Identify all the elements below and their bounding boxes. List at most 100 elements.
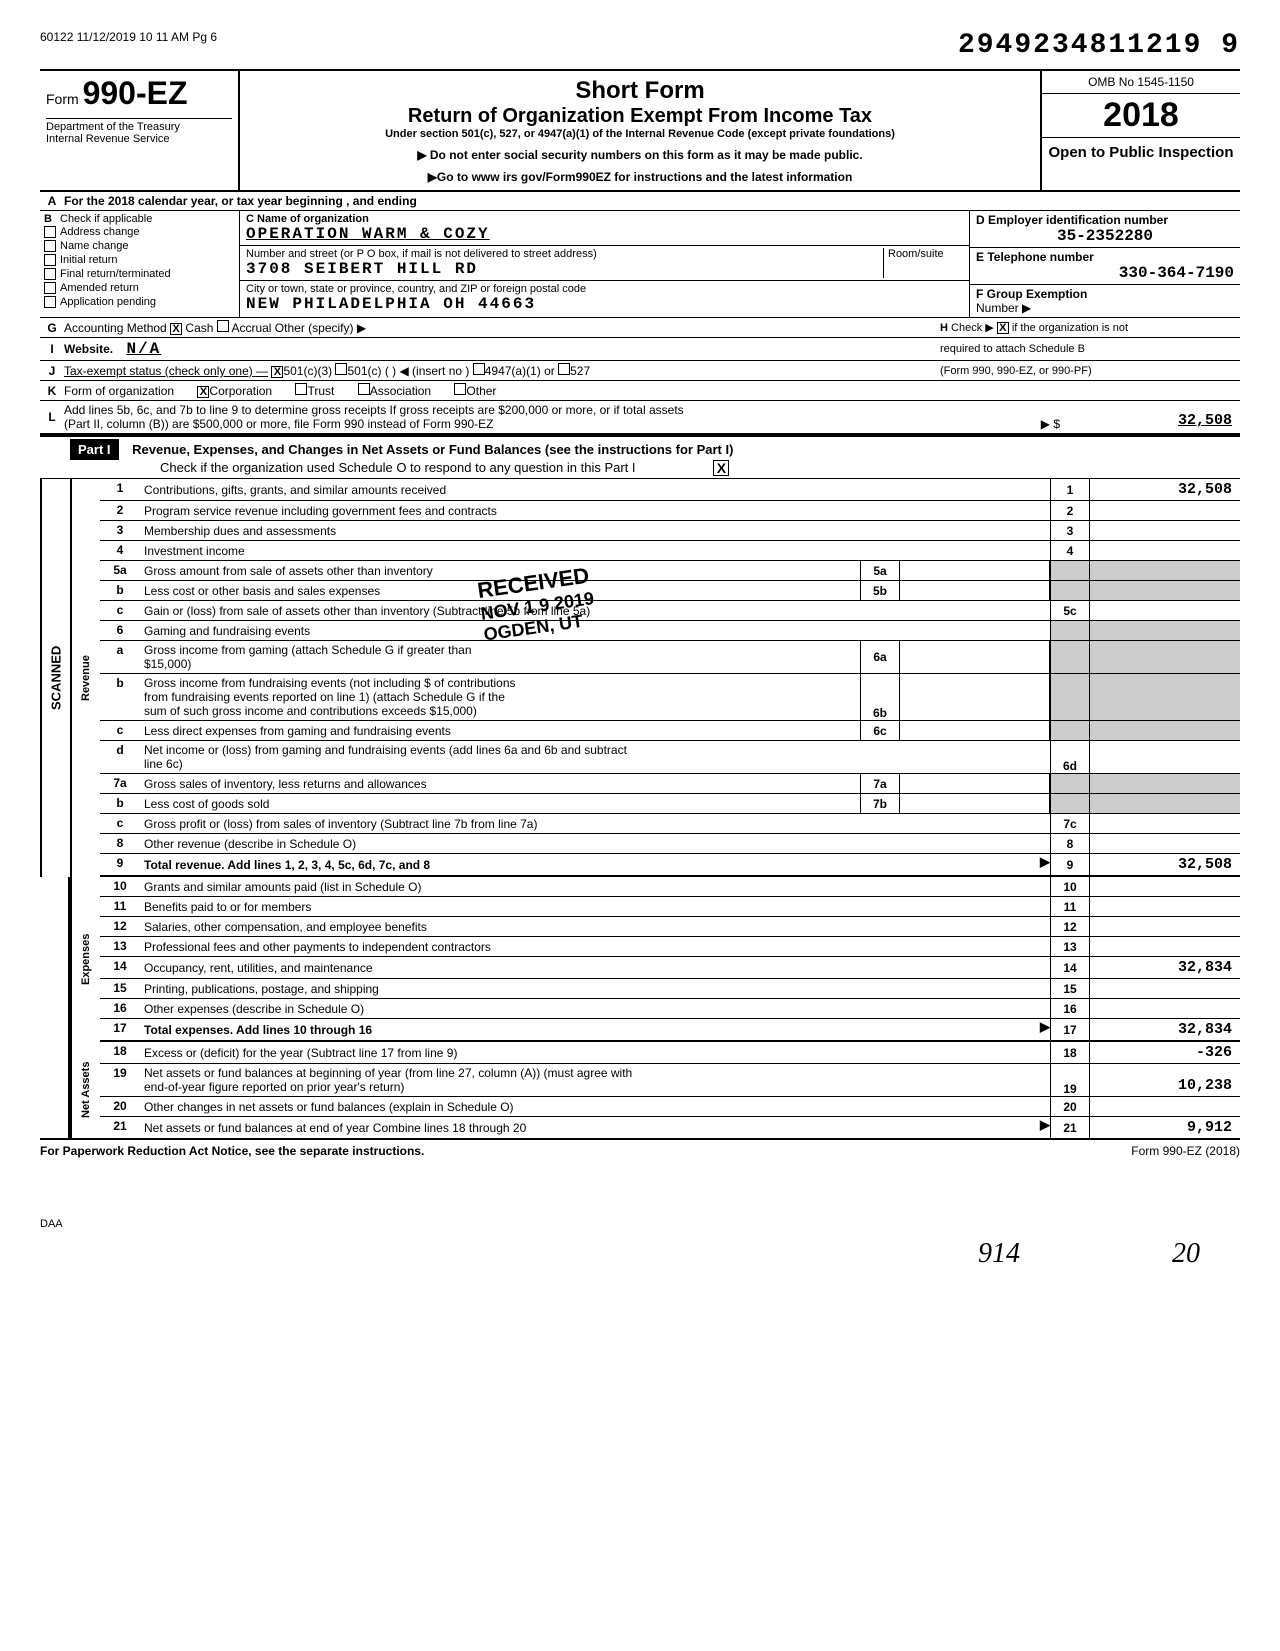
bn19: 19 [1050, 1064, 1090, 1096]
spacer-net [40, 1042, 70, 1138]
d19b: end-of-year figure reported on prior yea… [144, 1080, 632, 1094]
form-note1: ▶ Do not enter social security numbers o… [250, 148, 1030, 162]
d3: Membership dues and assessments [140, 521, 1050, 540]
n18: 18 [100, 1042, 140, 1063]
n16: 16 [100, 999, 140, 1018]
room-lbl: Room/suite [888, 248, 963, 260]
chk-trust[interactable] [295, 383, 307, 395]
revenue-section: SCANNED Revenue 1Contributions, gifts, g… [40, 479, 1240, 877]
d6b2: from fundraising events reported on line… [144, 690, 516, 704]
n11: 11 [100, 897, 140, 916]
b-final: Final return/terminated [60, 268, 171, 280]
bn6d: 6d [1050, 741, 1090, 773]
v8 [1090, 834, 1240, 853]
side-netassets: Net Assets [70, 1042, 100, 1138]
m7a: 7a [860, 774, 900, 793]
d-group-row: F Group Exemption Number ▶ [970, 285, 1240, 317]
chk-final[interactable] [44, 268, 56, 280]
chk-501c[interactable] [335, 363, 347, 375]
a17: ▶ [1040, 1019, 1050, 1040]
chk-accrual[interactable] [217, 320, 229, 332]
k-o3: Association [370, 384, 431, 398]
tax-year: 2018 [1042, 94, 1240, 138]
b-name: Name change [60, 240, 129, 252]
i-lbl: Website. [64, 342, 113, 356]
form-number: Form 990-EZ [46, 75, 232, 112]
d7a: Gross sales of inventory, less returns a… [140, 774, 860, 793]
g6b [1050, 674, 1090, 720]
label-j: J [40, 364, 64, 378]
n13: 13 [100, 937, 140, 956]
j-content: Tax-exempt status (check only one) — X50… [64, 363, 940, 378]
gv6b [1090, 674, 1240, 720]
chk-corp[interactable]: X [197, 386, 209, 398]
m6b: 6b [860, 674, 900, 720]
line-l: L Add lines 5b, 6c, and 7b to line 9 to … [40, 401, 1240, 435]
d18: Excess or (deficit) for the year (Subtra… [140, 1042, 1050, 1063]
scanned-text: SCANNED [49, 646, 64, 710]
chk-name[interactable] [44, 240, 56, 252]
i-content: Website. N/A [64, 340, 940, 358]
n19: 19 [100, 1064, 140, 1096]
l-txt2: (Part II, column (B)) are $500,000 or mo… [64, 417, 1041, 431]
v6d [1090, 741, 1240, 773]
g-lbl: Accounting Method [64, 321, 167, 335]
gv6 [1090, 621, 1240, 640]
label-l: L [40, 410, 64, 424]
v5c [1090, 601, 1240, 620]
line-j: J Tax-exempt status (check only one) — X… [40, 361, 1240, 381]
d20: Other changes in net assets or fund bala… [140, 1097, 1050, 1116]
chk-amended[interactable] [44, 282, 56, 294]
netassets-section: Net Assets 18Excess or (deficit) for the… [40, 1042, 1240, 1138]
chk-cash[interactable]: X [170, 323, 182, 335]
chk-assoc[interactable] [358, 383, 370, 395]
gv6a [1090, 641, 1240, 673]
v2 [1090, 501, 1240, 520]
bn16: 16 [1050, 999, 1090, 1018]
d8: Other revenue (describe in Schedule O) [140, 834, 1050, 853]
h-txt2: if the organization is not [1012, 322, 1128, 334]
mv5a [900, 561, 1050, 580]
h-content: H Check ▶ X if the organization is not [940, 321, 1240, 334]
n9: 9 [100, 854, 140, 875]
d-hdr: D Employer identification number [976, 213, 1234, 227]
chk-initial[interactable] [44, 254, 56, 266]
chk-other[interactable] [454, 383, 466, 395]
d6a1: Gross income from gaming (attach Schedul… [144, 643, 472, 657]
bn14: 14 [1050, 957, 1090, 978]
l-val: 32,508 [1090, 410, 1240, 431]
n7b: b [100, 794, 140, 813]
d6b3: sum of such gross income and contributio… [144, 704, 516, 718]
chk-h[interactable]: X [997, 322, 1009, 334]
chk-address[interactable] [44, 226, 56, 238]
chk-pending[interactable] [44, 296, 56, 308]
n5a: 5a [100, 561, 140, 580]
side-expenses: Expenses [70, 877, 100, 1042]
chk-4947[interactable] [473, 363, 485, 375]
n3: 3 [100, 521, 140, 540]
page-info: 60122 11/12/2019 10 11 AM Pg 6 [40, 30, 217, 44]
g7b [1050, 794, 1090, 813]
d17: Total expenses. Add lines 10 through 16 [144, 1023, 372, 1037]
v4 [1090, 541, 1240, 560]
label-i: I [40, 342, 64, 356]
d21: Net assets or fund balances at end of ye… [140, 1117, 1040, 1138]
chk-schedule-o[interactable]: X [713, 460, 729, 476]
col-c: C Name of organization OPERATION WARM & … [240, 211, 970, 317]
org-name: OPERATION WARM & COZY [246, 225, 963, 243]
chk-527[interactable] [558, 363, 570, 375]
h-txt3: required to attach Schedule B [940, 343, 1240, 355]
chk-501c3[interactable]: X [271, 366, 283, 378]
l-txt1: Add lines 5b, 6c, and 7b to line 9 to de… [64, 403, 1041, 417]
f-sub: Number ▶ [976, 301, 1234, 315]
g7a [1050, 774, 1090, 793]
bn7c: 7c [1050, 814, 1090, 833]
footer: For Paperwork Reduction Act Notice, see … [40, 1140, 1240, 1158]
form-note2: ▶Go to www irs gov/Form990EZ for instruc… [250, 170, 1030, 184]
j-o3: 4947(a)(1) or [485, 364, 555, 378]
part1-label: Part I [70, 439, 119, 460]
d6c: Less direct expenses from gaming and fun… [140, 721, 860, 740]
d-tel-row: E Telephone number 330-364-7190 [970, 248, 1240, 285]
n14: 14 [100, 957, 140, 978]
bn4: 4 [1050, 541, 1090, 560]
